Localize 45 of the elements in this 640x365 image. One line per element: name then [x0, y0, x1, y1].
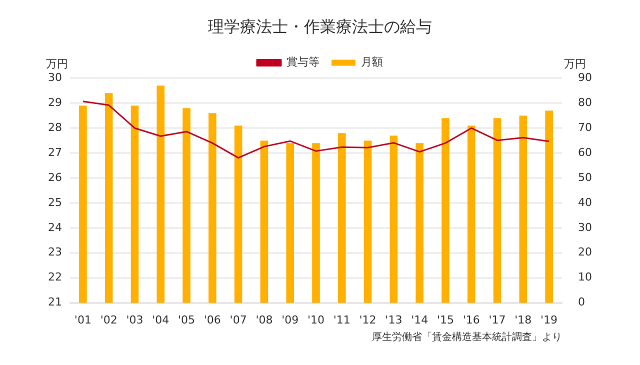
y-tick-label: 25 [48, 196, 62, 209]
y-tick-label: 24 [48, 220, 62, 234]
y2-tick-label: 30 [578, 220, 592, 234]
x-tick-label: '19 [540, 313, 558, 326]
y-tick-label: 27 [48, 146, 62, 159]
y-axis-title: 万円 [46, 58, 68, 71]
y-tick-label: 30 [48, 71, 62, 84]
y2-tick-label: 90 [578, 71, 592, 84]
x-tick-label: '17 [488, 313, 506, 326]
x-tick-label: '15 [436, 313, 454, 326]
x-tick-label: '08 [256, 313, 273, 326]
x-tick-label: '05 [178, 313, 196, 326]
x-tick-label: '06 [204, 313, 221, 326]
y2-tick-label: 80 [578, 96, 592, 110]
y2-axis-title: 万円 [564, 58, 586, 71]
legend-label: 賞与等 [286, 56, 320, 69]
legend-label: 月額 [361, 56, 383, 69]
text: 厚生労働省「賃金構造基本統計調査」より [372, 330, 562, 344]
x-tick-label: '02 [100, 313, 118, 326]
y2-tick-label: 0 [578, 296, 586, 309]
x-tick-label: '07 [230, 313, 247, 326]
y2-tick-label: 40 [578, 196, 592, 209]
y2-tick-label: 20 [578, 246, 592, 259]
y2-tick-label: 10 [578, 270, 592, 284]
x-tick-label: '18 [514, 313, 532, 326]
y2-tick-label: 50 [578, 170, 592, 184]
x-tick-label: '14 [411, 313, 428, 326]
y-tick-label: 21 [48, 296, 62, 309]
y-tick-label: 26 [48, 170, 62, 184]
y-tick-label: 23 [48, 246, 62, 259]
x-tick-label: '12 [359, 313, 376, 326]
chart-title: 理学療法士・作業療法士の給与 [208, 16, 432, 36]
y-tick-label: 22 [48, 270, 62, 284]
x-tick-label: '04 [152, 313, 170, 326]
x-tick-label: '10 [307, 313, 325, 326]
y-tick-label: 28 [48, 120, 62, 134]
x-tick-label: '01 [74, 313, 92, 326]
x-tick-label: '16 [462, 313, 480, 326]
y-tick-label: 29 [48, 96, 62, 110]
y2-tick-label: 70 [578, 120, 592, 134]
x-tick-label: '03 [126, 313, 144, 326]
x-tick-label: '13 [385, 313, 402, 326]
y2-tick-label: 60 [578, 146, 592, 159]
x-tick-label: '11 [333, 313, 350, 326]
x-tick-label: '09 [282, 313, 299, 326]
